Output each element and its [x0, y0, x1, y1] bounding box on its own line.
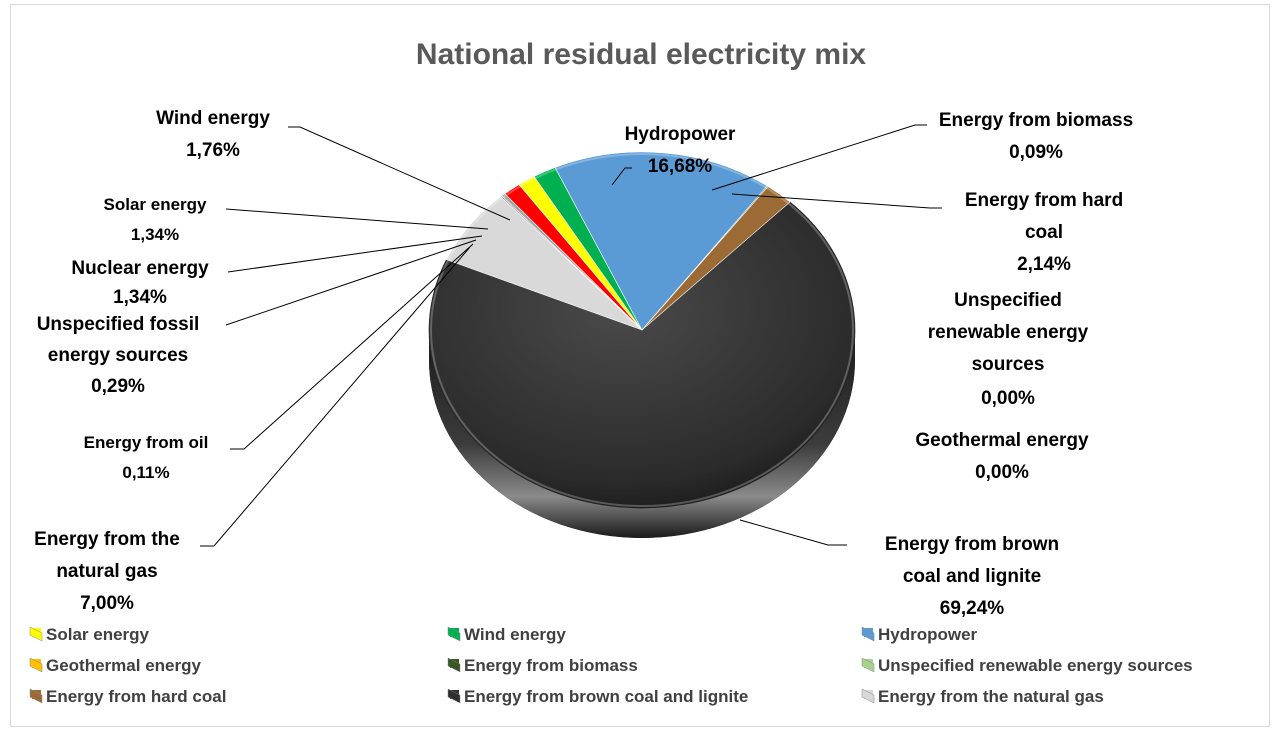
label-unspec-renew-name-2: renewable energy	[928, 322, 1089, 343]
legend-label: Energy from biomass	[464, 656, 638, 675]
leader-biomass	[711, 124, 927, 191]
label-hardcoal-value: 2,14%	[1017, 254, 1071, 275]
legend-label: Unspecified renewable energy sources	[878, 656, 1193, 675]
label-browncoal-value: 69,24%	[940, 598, 1005, 619]
pie-top-highlight	[430, 153, 854, 507]
legend-item-wind-energy: Wind energy	[447, 625, 566, 644]
label-hydro-value: 16,68%	[648, 156, 713, 177]
legend-swatch	[29, 626, 43, 642]
label-fossil-name-1: Unspecified fossil	[37, 314, 200, 335]
leader-oil	[230, 243, 474, 450]
chart-title: National residual electricity mix	[416, 38, 866, 71]
leader-browncoal	[739, 519, 847, 546]
legend-item-energy-from-hard-coal: Energy from hard coal	[29, 687, 226, 706]
label-nuclear-name: Nuclear energy	[71, 258, 209, 279]
label-unspec-renew-name-1: Unspecified	[954, 290, 1062, 311]
legend-swatch	[861, 657, 875, 673]
label-hardcoal-name-1: Energy from hard	[965, 190, 1123, 211]
label-gas-name-2: natural gas	[56, 561, 157, 582]
slice-energy-from-hard-coal	[641, 186, 791, 331]
slice-energy-from-brown-coal-and-lignite	[428, 201, 856, 509]
legend-label: Energy from the natural gas	[878, 687, 1104, 706]
leader-lines	[200, 124, 942, 547]
legend-label: Geothermal energy	[46, 656, 201, 675]
data-labels: Wind energy 1,76% Solar energy 1,34% Nuc…	[34, 108, 1133, 619]
label-hydro-name: Hydropower	[625, 124, 736, 145]
leader-solar	[225, 208, 489, 230]
label-geothermal-name: Geothermal energy	[915, 430, 1089, 451]
label-solar-value: 1,34%	[131, 225, 179, 244]
pie-rim-band	[429, 330, 855, 538]
label-unspec-renew-value: 0,00%	[981, 388, 1035, 409]
label-biomass-name: Energy from biomass	[939, 110, 1133, 131]
legend-swatch	[861, 626, 875, 642]
legend: Solar energy Wind energy Hydropower Geother…	[29, 625, 1193, 706]
legend-label: Energy from brown coal and lignite	[464, 687, 748, 706]
legend-swatch	[447, 688, 461, 704]
legend-swatch	[861, 688, 875, 704]
legend-label: Solar energy	[46, 625, 150, 644]
label-browncoal-name-1: Energy from brown	[885, 534, 1059, 555]
label-unspec-renew-name-3: sources	[972, 354, 1045, 375]
legend-item-solar-energy: Solar energy	[29, 625, 150, 644]
legend-swatch	[29, 688, 43, 704]
label-oil-value: 0,11%	[122, 463, 169, 482]
leader-hydro	[611, 167, 632, 186]
legend-item-energy-from-brown-coal-and-lignite: Energy from brown coal and lignite	[447, 687, 748, 706]
leader-fossil	[225, 239, 477, 326]
legend-item-energy-from-biomass: Energy from biomass	[447, 656, 638, 675]
leader-hardcoal	[731, 193, 942, 209]
slice-hydropower	[554, 151, 768, 331]
label-gas-value: 7,00%	[80, 593, 134, 614]
label-oil-name: Energy from oil	[84, 433, 209, 452]
legend-item-unspecified-renewable-energy-sources: Unspecified renewable energy sources	[861, 656, 1193, 675]
label-fossil-value: 0,29%	[91, 376, 145, 397]
legend-swatch	[447, 626, 461, 642]
label-biomass-value: 0,09%	[1009, 142, 1063, 163]
legend-label: Hydropower	[878, 625, 978, 644]
legend-item-energy-from-the-natural-gas: Energy from the natural gas	[861, 687, 1104, 706]
legend-label: Wind energy	[464, 625, 566, 644]
label-hardcoal-name-2: coal	[1025, 222, 1063, 243]
label-browncoal-name-2: coal and lignite	[903, 566, 1041, 587]
label-fossil-name-2: energy sources	[48, 345, 188, 366]
leader-wind	[288, 126, 511, 221]
legend-label: Energy from hard coal	[46, 687, 226, 706]
legend-item-geothermal-energy: Geothermal energy	[29, 656, 201, 675]
label-wind-value: 1,76%	[186, 140, 240, 161]
leader-gas	[200, 246, 471, 547]
label-solar-name: Solar energy	[104, 195, 208, 214]
label-gas-name-1: Energy from the	[34, 529, 180, 550]
legend-item-hydropower: Hydropower	[861, 625, 978, 644]
pie-slices	[428, 151, 856, 509]
label-geothermal-value: 0,00%	[975, 462, 1029, 483]
label-nuclear-value: 1,34%	[113, 287, 167, 308]
label-wind-name: Wind energy	[156, 108, 270, 129]
legend-swatch	[447, 657, 461, 673]
leader-nuclear	[227, 235, 483, 273]
legend-swatch	[29, 657, 43, 673]
